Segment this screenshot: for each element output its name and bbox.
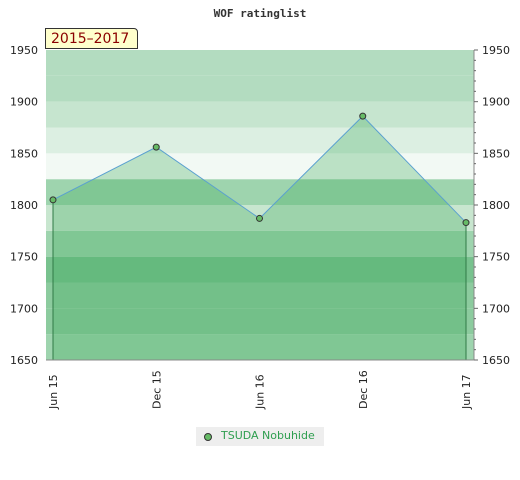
period-label: 2015–2017 — [51, 31, 130, 47]
data-point[interactable] — [256, 214, 263, 222]
plot-band — [46, 101, 474, 128]
y-tick-label-right: 1750 — [482, 251, 510, 264]
chart-title: WOF ratinglist — [214, 7, 307, 20]
plot-bands — [46, 50, 474, 360]
plot-band — [46, 230, 474, 257]
series-area — [53, 116, 466, 360]
plot-band — [46, 50, 474, 76]
legend-marker — [204, 433, 212, 441]
x-tick-label: Dec 16 — [357, 370, 370, 409]
data-point[interactable] — [49, 196, 57, 204]
y-tick-label-right: 1700 — [482, 302, 510, 315]
legend[interactable]: TSUDA Nobuhide — [196, 427, 324, 446]
data-point[interactable] — [359, 112, 367, 120]
y-tick-label-left: 1650 — [10, 354, 38, 367]
legend-series-label: TSUDA Nobuhide — [221, 429, 315, 442]
plot-band — [46, 282, 474, 309]
y-tick-label-right: 1800 — [482, 199, 510, 212]
period-badge: 2015–2017 — [45, 28, 138, 49]
plot-band — [46, 75, 474, 102]
data-point[interactable] — [462, 219, 470, 227]
plot-band — [46, 334, 474, 360]
x-axis-ticks: Jun 15 Dec 15 Jun 16 Dec 16 Jun 17 — [47, 370, 473, 410]
y-tick-label-left: 1800 — [10, 199, 38, 212]
y-tick-label-right: 1950 — [482, 44, 510, 57]
plot-band — [46, 127, 474, 154]
y-tick-label-right: 1850 — [482, 147, 510, 160]
x-tick-label: Jun 17 — [460, 374, 473, 410]
y-tick-label-right: 1900 — [482, 96, 510, 109]
data-points — [49, 112, 470, 227]
x-tick-label: Jun 16 — [254, 374, 267, 410]
plot-band — [46, 308, 474, 335]
x-tick-label: Jun 15 — [47, 374, 60, 410]
y-tick-label-left: 1850 — [10, 147, 38, 160]
x-tick-label: Dec 15 — [150, 370, 163, 409]
y-tick-label-left: 1700 — [10, 302, 38, 315]
y-tick-label-left: 1900 — [10, 96, 38, 109]
y-tick-label-right: 1650 — [482, 354, 510, 367]
plot-band — [46, 256, 474, 283]
data-point[interactable] — [152, 143, 160, 151]
y-axis-left-ticks: 1650 1700 1750 1800 1850 1900 1950 — [10, 44, 38, 367]
plot-band — [46, 179, 474, 205]
y-axis-right-ticks: 1650 1700 1750 1800 1850 1900 1950 — [474, 44, 510, 367]
y-tick-label-left: 1750 — [10, 251, 38, 264]
y-tick-label-left: 1950 — [10, 44, 38, 57]
